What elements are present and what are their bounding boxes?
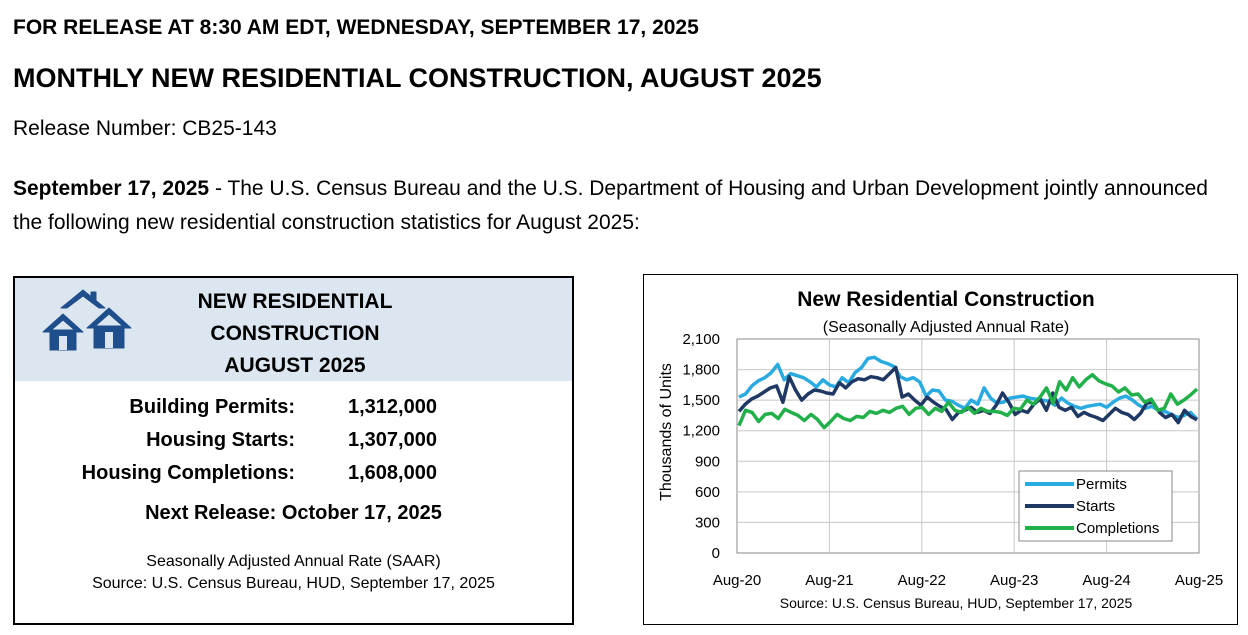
stat-label: Housing Completions: xyxy=(81,462,295,484)
summary-title: NEW RESIDENTIAL CONSTRUCTION AUGUST 2025 xyxy=(135,286,455,382)
saar-note: Seasonally Adjusted Annual Rate (SAAR) xyxy=(146,553,441,570)
stat-label: Building Permits: xyxy=(129,396,295,418)
summary-box: NEW RESIDENTIAL CONSTRUCTION AUGUST 2025… xyxy=(13,276,574,625)
y-tick-label: 1,800 xyxy=(682,362,720,379)
x-tick-label: Aug-21 xyxy=(805,572,853,589)
stat-value: 1,312,000 xyxy=(348,396,437,418)
x-tick-label: Aug-24 xyxy=(1082,572,1130,589)
chart-subtitle: (Seasonally Adjusted Annual Rate) xyxy=(823,319,1069,336)
summary-source: Source: U.S. Census Bureau, HUD, Septemb… xyxy=(92,575,495,592)
x-tick-label: Aug-20 xyxy=(713,572,761,589)
summary-title-line: AUGUST 2025 xyxy=(224,354,366,377)
x-tick-label: Aug-22 xyxy=(898,572,946,589)
page-title: MONTHLY NEW RESIDENTIAL CONSTRUCTION, AU… xyxy=(13,63,822,93)
summary-title-line: NEW RESIDENTIAL xyxy=(197,290,393,313)
y-tick-label: 300 xyxy=(695,514,720,531)
y-tick-label: 0 xyxy=(712,545,720,562)
summary-header: NEW RESIDENTIAL CONSTRUCTION AUGUST 2025 xyxy=(15,278,572,381)
stat-value: 1,307,000 xyxy=(348,429,437,451)
series-line-completions xyxy=(737,372,1199,430)
legend-entry: Completions xyxy=(1076,520,1159,537)
houses-icon xyxy=(42,289,132,351)
y-tick-label: 600 xyxy=(695,484,720,501)
intro-paragraph: September 17, 2025 - The U.S. Census Bur… xyxy=(13,172,1238,240)
y-axis-label: Thousands of Units xyxy=(658,363,675,501)
intro-date: September 17, 2025 xyxy=(13,177,210,200)
legend-entry: Permits xyxy=(1076,476,1127,493)
chart-source: Source: U.S. Census Bureau, HUD, Septemb… xyxy=(780,595,1133,611)
line-chart: New Residential Construction (Seasonally… xyxy=(658,288,1223,611)
legend-entry: Starts xyxy=(1076,498,1115,515)
stat-label: Housing Starts: xyxy=(146,429,295,451)
release-line: FOR RELEASE AT 8:30 AM EDT, WEDNESDAY, S… xyxy=(13,16,699,39)
y-tick-label: 900 xyxy=(695,453,720,470)
x-tick-label: Aug-23 xyxy=(990,572,1038,589)
x-tick-label: Aug-25 xyxy=(1175,572,1223,589)
chart-title: New Residential Construction xyxy=(797,288,1095,311)
y-tick-label: 2,100 xyxy=(682,331,720,348)
series-line-permits xyxy=(738,355,1199,421)
y-tick-label: 1,200 xyxy=(682,423,720,440)
stat-value: 1,608,000 xyxy=(348,462,437,484)
chart-box: New Residential Construction (Seasonally… xyxy=(643,274,1238,625)
summary-title-line: CONSTRUCTION xyxy=(210,322,380,345)
plot-area xyxy=(736,338,1200,554)
next-release: Next Release: October 17, 2025 xyxy=(145,502,442,524)
release-number: Release Number: CB25-143 xyxy=(13,117,277,140)
intro-text: - The U.S. Census Bureau and the U.S. De… xyxy=(13,177,1208,234)
y-tick-label: 1,500 xyxy=(682,392,720,409)
